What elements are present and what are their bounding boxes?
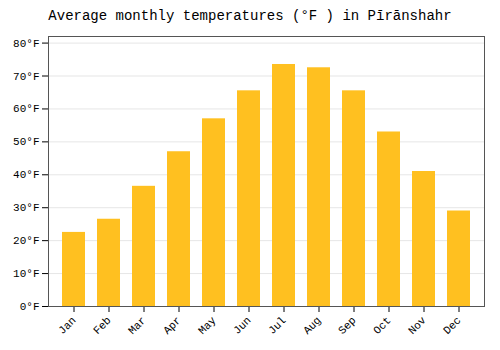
svg-text:Oct: Oct — [371, 314, 393, 336]
svg-text:20°F: 20°F — [13, 235, 39, 247]
svg-text:Aug: Aug — [301, 314, 323, 336]
svg-text:Mar: Mar — [126, 314, 148, 336]
svg-text:May: May — [196, 314, 219, 337]
svg-text:70°F: 70°F — [13, 71, 39, 83]
svg-text:80°F: 80°F — [13, 38, 39, 50]
svg-text:Feb: Feb — [91, 314, 113, 336]
svg-text:Jun: Jun — [231, 314, 253, 336]
svg-text:Sep: Sep — [336, 314, 358, 336]
svg-text:40°F: 40°F — [13, 169, 39, 181]
svg-text:Jan: Jan — [56, 314, 78, 336]
svg-text:60°F: 60°F — [13, 103, 39, 115]
svg-text:Nov: Nov — [406, 314, 429, 337]
svg-text:Jul: Jul — [266, 314, 288, 336]
svg-text:Apr: Apr — [161, 314, 183, 336]
svg-text:30°F: 30°F — [13, 202, 39, 214]
html-text:Average monthly temperatures (: Average monthly temperatures (°F ) in Pī… — [48, 8, 452, 24]
svg-text:Dec: Dec — [441, 314, 463, 336]
svg-text:50°F: 50°F — [13, 136, 39, 148]
svg-text:0°F: 0°F — [20, 301, 40, 313]
svg-text:10°F: 10°F — [13, 268, 39, 280]
